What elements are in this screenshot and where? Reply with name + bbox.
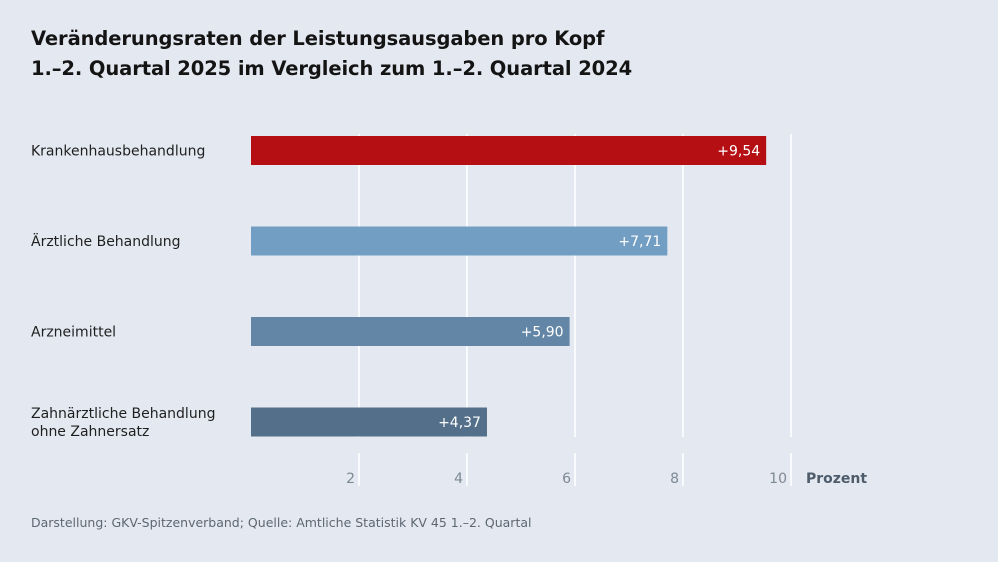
category-label: Krankenhausbehandlung (31, 144, 205, 160)
chart-title-line-1: Veränderungsraten der Leistungsausgaben … (31, 27, 605, 50)
x-tick-label: 6 (562, 471, 571, 487)
source-note: Darstellung: GKV-Spitzenverband; Quelle:… (31, 515, 532, 530)
bar-value-label: +9,54 (717, 144, 760, 160)
category-label: Ärztliche Behandlung (31, 232, 181, 250)
bar-value-label: +5,90 (521, 325, 564, 341)
x-tick-label: 8 (670, 471, 679, 487)
x-tick-label: 2 (346, 471, 355, 487)
x-tick-label: 4 (454, 471, 463, 487)
category-label: Arzneimittel (31, 325, 116, 341)
bar (251, 226, 668, 256)
bar (251, 317, 570, 346)
bar-value-label: +7,71 (618, 234, 661, 250)
chart-title: Veränderungsraten der Leistungsausgaben … (31, 24, 931, 84)
x-axis-label: Prozent (806, 471, 867, 487)
chart-title-line-2: 1.–2. Quartal 2025 im Vergleich zum 1.–2… (31, 57, 633, 80)
category-label: Zahnärztliche Behandlung ohne Zahnersatz (31, 406, 215, 440)
x-tick-label: 10 (769, 471, 787, 487)
bar-value-label: +4,37 (438, 415, 481, 431)
bar (251, 407, 487, 437)
bar (251, 136, 767, 165)
